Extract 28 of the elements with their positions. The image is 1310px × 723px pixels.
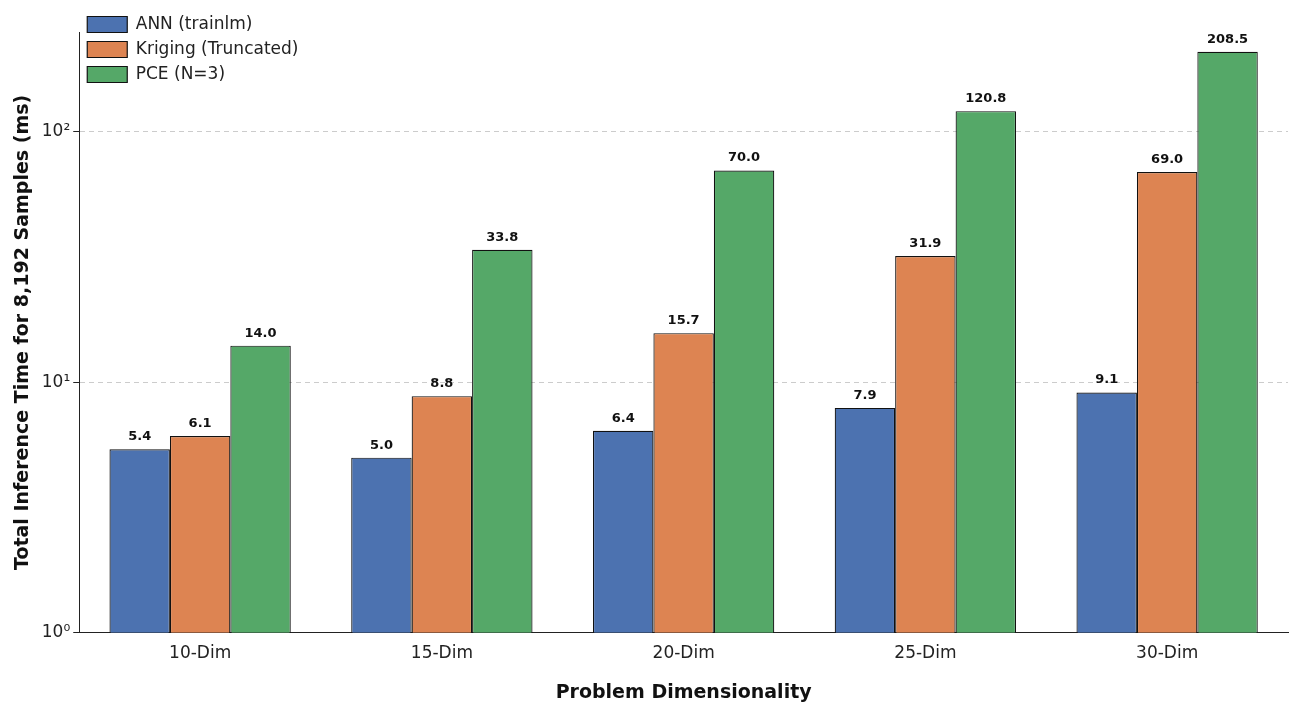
data-label: 15.7 [667,312,700,328]
x-tick-label: 25-Dim [894,642,957,663]
data-label: 120.8 [965,90,1007,106]
x-tick-label: 30-Dim [1136,642,1199,663]
y-tick-label: 10² [41,120,71,141]
y-axis-title: Total Inference Time for 8,192 Samples (ms) [10,94,33,571]
data-label: 5.0 [369,436,393,452]
legend-label: Kriging (Truncated) [135,37,299,58]
data-label: 69.0 [1151,150,1184,166]
data-label: 6.1 [188,414,212,430]
data-label: 8.8 [430,375,454,391]
data-label: 70.0 [728,149,761,165]
x-tick-label: 15-Dim [410,642,473,663]
data-label: 33.8 [486,228,519,244]
x-axis-title: Problem Dimensionality [555,679,813,702]
y-tick-label: 10¹ [41,370,71,391]
data-label: 31.9 [909,234,942,250]
data-label: 5.4 [128,428,152,444]
data-label: 6.4 [611,409,635,425]
data-label: 7.9 [853,386,877,402]
legend-label: ANN (trainlm) [135,12,253,33]
data-label: 208.5 [1207,30,1249,46]
legend-label: PCE (N=3) [135,62,226,83]
y-tick-label: 10⁰ [41,621,71,642]
x-tick-label: 20-Dim [652,642,715,663]
data-label: 9.1 [1095,371,1119,387]
data-label: 14.0 [244,324,277,340]
x-tick-label: 10-Dim [169,642,232,663]
